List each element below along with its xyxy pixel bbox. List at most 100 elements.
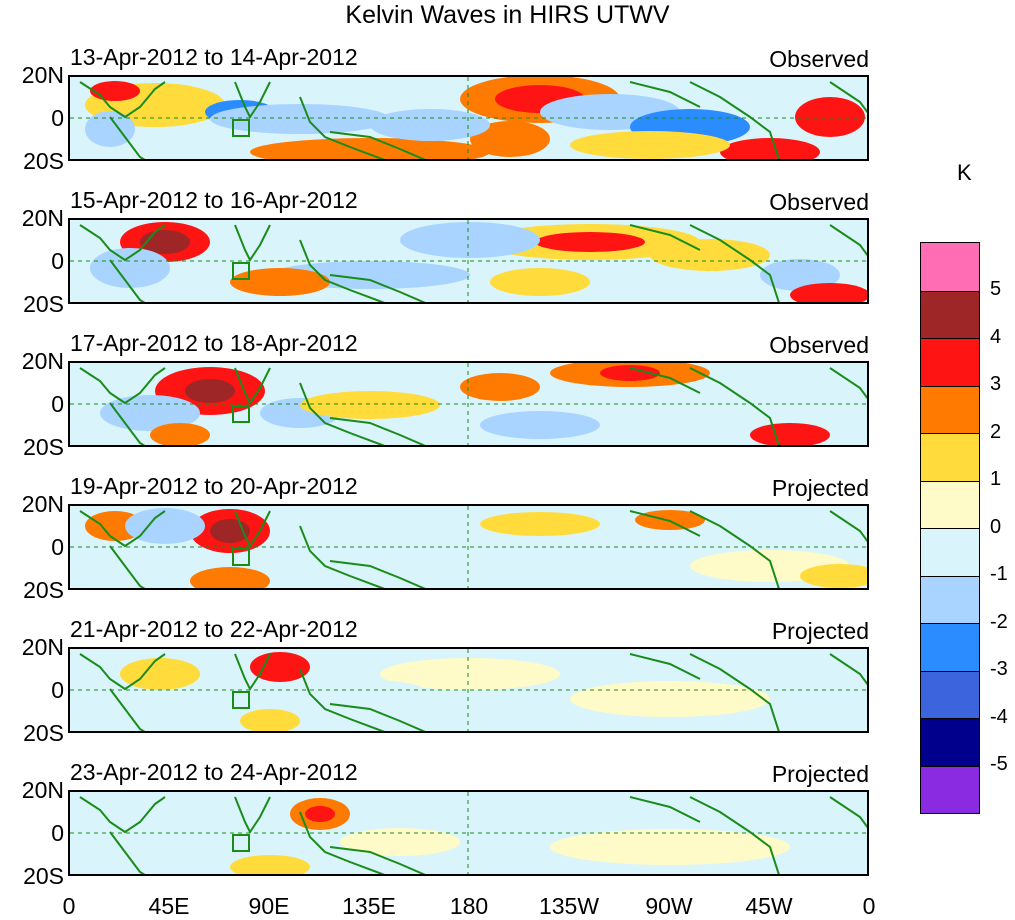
coastline — [234, 796, 271, 834]
colorbar-label: 3 — [990, 373, 1002, 395]
anomaly-blob — [370, 109, 490, 141]
map-panel-1 — [68, 75, 869, 161]
colorbar-swatch — [921, 385, 979, 433]
coastline — [829, 81, 867, 114]
coastline — [109, 831, 146, 874]
coastline — [689, 81, 780, 159]
colorbar-swatch — [921, 243, 979, 291]
anomaly-blob — [640, 397, 740, 429]
coastline — [299, 525, 385, 588]
y-tick-label: 20S — [23, 577, 64, 603]
panel-type-6: Projected — [771, 761, 869, 787]
panel-date-2: 15-Apr-2012 to 16-Apr-2012 — [70, 187, 358, 213]
y-tick-label: 20S — [23, 863, 64, 889]
anomaly-blob — [230, 268, 330, 296]
anomaly-blob — [790, 283, 867, 302]
y-tick-label: 20S — [23, 720, 64, 746]
anomaly-field-5 — [70, 649, 867, 731]
coastline — [234, 653, 271, 691]
coastline — [329, 417, 426, 445]
panel-type-5: Projected — [771, 618, 869, 644]
anomaly-blob — [390, 804, 590, 840]
anomaly-blob — [85, 111, 135, 147]
coastline — [299, 382, 385, 445]
coastline — [829, 367, 867, 400]
coastline — [299, 239, 385, 302]
anomaly-blob — [460, 373, 540, 401]
coastline — [234, 367, 271, 405]
coastline — [79, 653, 166, 691]
anomaly-blob — [270, 530, 470, 562]
reference-box — [232, 119, 250, 137]
reference-box — [232, 834, 250, 852]
map-panel-5 — [68, 647, 869, 733]
x-tick-label: 45E — [148, 893, 190, 919]
coastline — [109, 259, 146, 302]
anomaly-field-4 — [70, 506, 867, 588]
coastline — [629, 653, 701, 680]
colorbar-swatch — [921, 338, 979, 386]
coastline — [689, 224, 780, 302]
coastline — [689, 510, 780, 588]
colorbar-label: 5 — [990, 278, 1002, 300]
reference-box — [232, 691, 250, 709]
y-tick-label: 0 — [51, 677, 64, 703]
anomaly-blob — [120, 658, 200, 690]
colorbar-swatch — [921, 528, 979, 576]
anomaly-blob — [570, 131, 730, 159]
colorbar-label: -4 — [990, 705, 1008, 728]
coastline — [329, 560, 426, 588]
figure-title: Kelvin Waves in HIRS UTWV — [345, 1, 670, 29]
anomaly-blob — [760, 259, 840, 291]
panel-date-6: 23-Apr-2012 to 24-Apr-2012 — [70, 759, 358, 785]
anomaly-blob — [90, 81, 140, 101]
anomaly-blob — [210, 104, 390, 134]
colorbar-label: -5 — [990, 753, 1008, 775]
anomaly-blob — [800, 564, 867, 588]
y-tick-label: 20N — [21, 634, 64, 660]
coastline — [829, 796, 867, 829]
y-tick-label: 20S — [23, 148, 64, 174]
coastline — [329, 131, 426, 159]
coastline — [109, 545, 146, 588]
colorbar-label: -1 — [990, 563, 1008, 585]
x-tick-label: 90W — [645, 893, 693, 919]
anomaly-blob — [400, 222, 540, 258]
y-tick-label: 0 — [51, 248, 64, 274]
reference-box — [232, 405, 250, 423]
coastline — [79, 796, 166, 834]
coastline — [629, 796, 701, 823]
colorbar-label: 2 — [990, 420, 1002, 443]
anomaly-blob — [150, 808, 210, 836]
y-tick-label: 20N — [21, 348, 64, 374]
anomaly-blob — [185, 379, 235, 403]
anomaly-blob — [240, 709, 300, 731]
anomaly-field-2 — [70, 220, 867, 302]
reference-box — [232, 548, 250, 566]
colorbar-label: -2 — [990, 610, 1008, 633]
colorbar-swatch — [921, 718, 979, 766]
colorbar-label: 4 — [990, 325, 1002, 348]
anomaly-blob — [550, 829, 790, 865]
map-panel-6 — [68, 790, 869, 876]
coastline — [299, 96, 385, 159]
coastline — [629, 81, 701, 108]
coastline — [689, 367, 780, 445]
anomaly-blob — [250, 138, 490, 159]
coastline — [829, 510, 867, 543]
coastline — [109, 116, 146, 159]
colorbar-swatch — [921, 433, 979, 481]
anomaly-blob — [480, 411, 600, 439]
anomaly-blob — [470, 121, 550, 157]
x-tick-label: 0 — [862, 893, 876, 919]
anomaly-blob — [305, 806, 335, 822]
coastline — [629, 224, 701, 251]
y-tick-label: 20S — [23, 291, 64, 317]
colorbar-label: -3 — [990, 658, 1008, 680]
panel-type-2: Observed — [769, 189, 869, 215]
coastline — [329, 846, 426, 874]
coastline — [79, 367, 166, 405]
map-panel-2 — [68, 218, 869, 304]
colorbar-swatch — [921, 623, 979, 671]
panel-type-4: Projected — [771, 475, 869, 501]
